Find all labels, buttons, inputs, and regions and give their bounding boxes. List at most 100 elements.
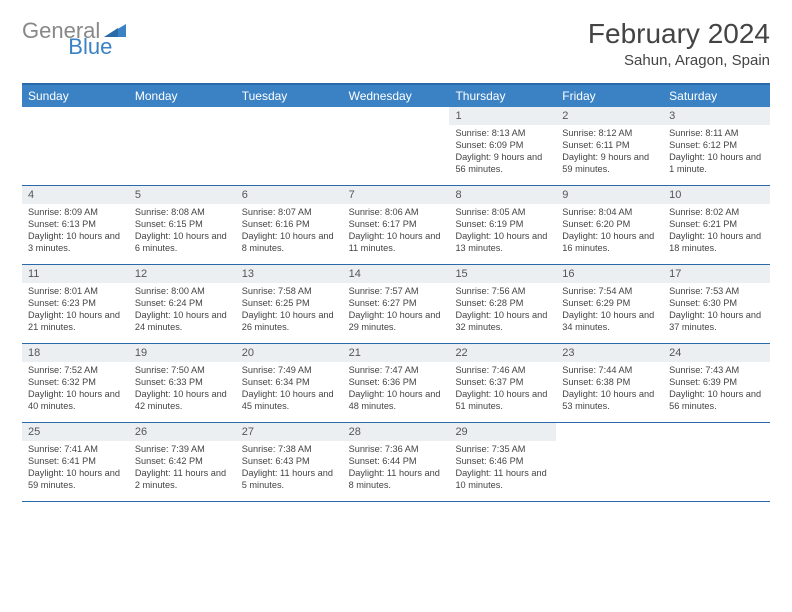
sunrise-text: Sunrise: 8:06 AM [349,207,444,219]
sunset-text: Sunset: 6:38 PM [562,377,657,389]
sunrise-text: Sunrise: 8:01 AM [28,286,123,298]
daylight-text: Daylight: 10 hours and 16 minutes. [562,231,657,255]
calendar: Sunday Monday Tuesday Wednesday Thursday… [22,83,770,502]
calendar-cell [236,107,343,185]
daylight-text: Daylight: 11 hours and 10 minutes. [455,468,550,492]
sunset-text: Sunset: 6:42 PM [135,456,230,468]
sunset-text: Sunset: 6:41 PM [28,456,123,468]
sunset-text: Sunset: 6:43 PM [242,456,337,468]
logo-text-blue: Blue [68,34,112,60]
calendar-cell [663,423,770,501]
page-title: February 2024 [588,18,770,50]
calendar-cell: 14Sunrise: 7:57 AMSunset: 6:27 PMDayligh… [343,265,450,343]
calendar-cell: 10Sunrise: 8:02 AMSunset: 6:21 PMDayligh… [663,186,770,264]
day-number: 6 [236,186,343,204]
sunrise-text: Sunrise: 7:41 AM [28,444,123,456]
day-details: Sunrise: 7:43 AMSunset: 6:39 PMDaylight:… [663,362,770,418]
sunrise-text: Sunrise: 8:13 AM [455,128,550,140]
calendar-cell: 20Sunrise: 7:49 AMSunset: 6:34 PMDayligh… [236,344,343,422]
day-number: 22 [449,344,556,362]
day-number: 28 [343,423,450,441]
day-details: Sunrise: 8:07 AMSunset: 6:16 PMDaylight:… [236,204,343,260]
calendar-cell [556,423,663,501]
calendar-cell: 28Sunrise: 7:36 AMSunset: 6:44 PMDayligh… [343,423,450,501]
day-details: Sunrise: 7:49 AMSunset: 6:34 PMDaylight:… [236,362,343,418]
sunrise-text: Sunrise: 8:11 AM [669,128,764,140]
calendar-cell: 22Sunrise: 7:46 AMSunset: 6:37 PMDayligh… [449,344,556,422]
sunset-text: Sunset: 6:37 PM [455,377,550,389]
daylight-text: Daylight: 9 hours and 56 minutes. [455,152,550,176]
daylight-text: Daylight: 10 hours and 8 minutes. [242,231,337,255]
daylight-text: Daylight: 10 hours and 21 minutes. [28,310,123,334]
dow-saturday: Saturday [663,85,770,107]
sunset-text: Sunset: 6:25 PM [242,298,337,310]
dow-thursday: Thursday [449,85,556,107]
daylight-text: Daylight: 10 hours and 34 minutes. [562,310,657,334]
calendar-cell: 29Sunrise: 7:35 AMSunset: 6:46 PMDayligh… [449,423,556,501]
day-details: Sunrise: 8:13 AMSunset: 6:09 PMDaylight:… [449,125,556,181]
sunset-text: Sunset: 6:28 PM [455,298,550,310]
daylight-text: Daylight: 9 hours and 59 minutes. [562,152,657,176]
day-number: 20 [236,344,343,362]
sunrise-text: Sunrise: 7:54 AM [562,286,657,298]
daylight-text: Daylight: 11 hours and 5 minutes. [242,468,337,492]
daylight-text: Daylight: 10 hours and 3 minutes. [28,231,123,255]
day-number: 5 [129,186,236,204]
sunrise-text: Sunrise: 8:05 AM [455,207,550,219]
day-of-week-row: Sunday Monday Tuesday Wednesday Thursday… [22,85,770,107]
sunset-text: Sunset: 6:44 PM [349,456,444,468]
day-details: Sunrise: 7:38 AMSunset: 6:43 PMDaylight:… [236,441,343,497]
calendar-cell [22,107,129,185]
sunset-text: Sunset: 6:21 PM [669,219,764,231]
calendar-week: 25Sunrise: 7:41 AMSunset: 6:41 PMDayligh… [22,423,770,502]
daylight-text: Daylight: 10 hours and 1 minute. [669,152,764,176]
calendar-cell: 25Sunrise: 7:41 AMSunset: 6:41 PMDayligh… [22,423,129,501]
sunset-text: Sunset: 6:16 PM [242,219,337,231]
daylight-text: Daylight: 10 hours and 24 minutes. [135,310,230,334]
daylight-text: Daylight: 10 hours and 29 minutes. [349,310,444,334]
day-details: Sunrise: 7:56 AMSunset: 6:28 PMDaylight:… [449,283,556,339]
calendar-cell: 3Sunrise: 8:11 AMSunset: 6:12 PMDaylight… [663,107,770,185]
day-number: 18 [22,344,129,362]
sunset-text: Sunset: 6:13 PM [28,219,123,231]
header: General Blue February 2024 Sahun, Aragon… [22,18,770,69]
day-number: 16 [556,265,663,283]
sunrise-text: Sunrise: 8:02 AM [669,207,764,219]
daylight-text: Daylight: 10 hours and 53 minutes. [562,389,657,413]
sunset-text: Sunset: 6:19 PM [455,219,550,231]
sunrise-text: Sunrise: 7:47 AM [349,365,444,377]
day-number: 1 [449,107,556,125]
day-number: 17 [663,265,770,283]
calendar-week: 18Sunrise: 7:52 AMSunset: 6:32 PMDayligh… [22,344,770,423]
daylight-text: Daylight: 10 hours and 56 minutes. [669,389,764,413]
sunrise-text: Sunrise: 8:04 AM [562,207,657,219]
day-details: Sunrise: 7:46 AMSunset: 6:37 PMDaylight:… [449,362,556,418]
day-details: Sunrise: 7:39 AMSunset: 6:42 PMDaylight:… [129,441,236,497]
sunrise-text: Sunrise: 7:49 AM [242,365,337,377]
sunset-text: Sunset: 6:17 PM [349,219,444,231]
day-details: Sunrise: 7:47 AMSunset: 6:36 PMDaylight:… [343,362,450,418]
daylight-text: Daylight: 10 hours and 18 minutes. [669,231,764,255]
day-details: Sunrise: 8:05 AMSunset: 6:19 PMDaylight:… [449,204,556,260]
sunrise-text: Sunrise: 8:07 AM [242,207,337,219]
calendar-week: 11Sunrise: 8:01 AMSunset: 6:23 PMDayligh… [22,265,770,344]
sunset-text: Sunset: 6:34 PM [242,377,337,389]
calendar-cell: 9Sunrise: 8:04 AMSunset: 6:20 PMDaylight… [556,186,663,264]
day-number: 21 [343,344,450,362]
calendar-cell: 23Sunrise: 7:44 AMSunset: 6:38 PMDayligh… [556,344,663,422]
calendar-cell: 11Sunrise: 8:01 AMSunset: 6:23 PMDayligh… [22,265,129,343]
calendar-cell: 27Sunrise: 7:38 AMSunset: 6:43 PMDayligh… [236,423,343,501]
calendar-cell: 15Sunrise: 7:56 AMSunset: 6:28 PMDayligh… [449,265,556,343]
day-number: 8 [449,186,556,204]
daylight-text: Daylight: 10 hours and 13 minutes. [455,231,550,255]
sunset-text: Sunset: 6:23 PM [28,298,123,310]
day-details: Sunrise: 8:09 AMSunset: 6:13 PMDaylight:… [22,204,129,260]
sunrise-text: Sunrise: 7:36 AM [349,444,444,456]
sunset-text: Sunset: 6:09 PM [455,140,550,152]
day-number: 24 [663,344,770,362]
day-details: Sunrise: 7:50 AMSunset: 6:33 PMDaylight:… [129,362,236,418]
day-number: 23 [556,344,663,362]
dow-sunday: Sunday [22,85,129,107]
day-number: 19 [129,344,236,362]
day-number: 7 [343,186,450,204]
